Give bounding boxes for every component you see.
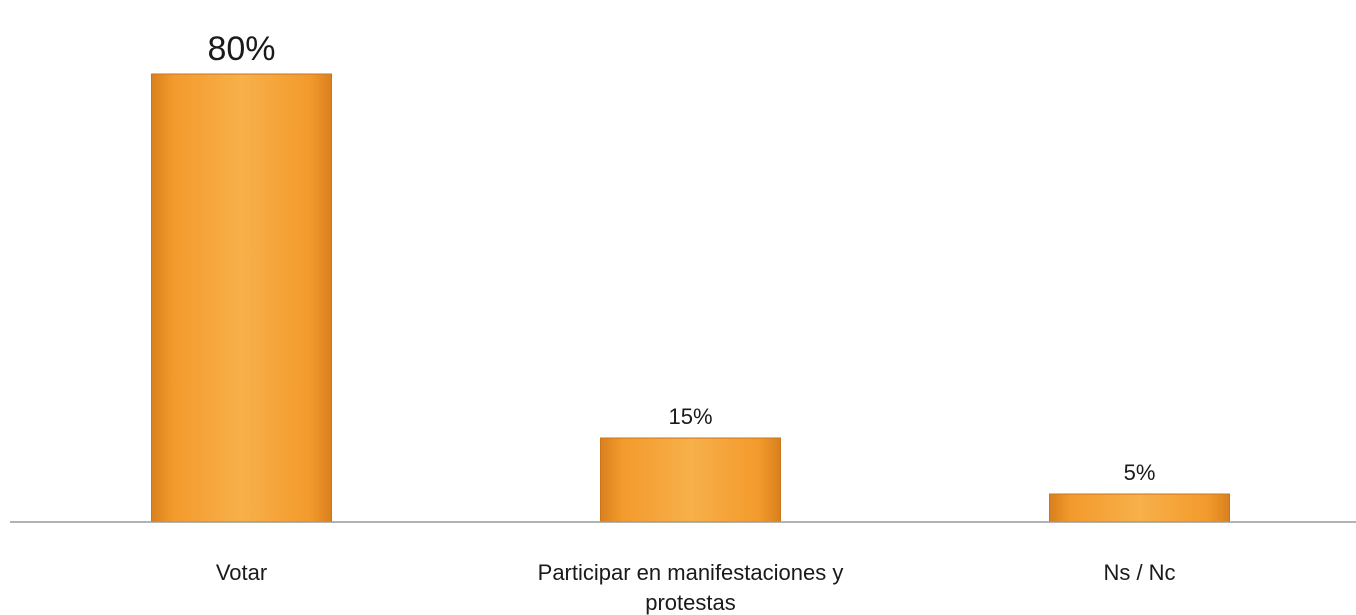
data-label-2: 15% [668,404,712,429]
category-labels-layer: Votar Participar en manifestaciones y prot… [216,560,1176,615]
category-label-line: protestas [645,590,736,615]
bars-layer [151,73,1230,523]
data-label-3: 5% [1124,460,1156,485]
data-label-1: 80% [207,30,275,68]
bar-2 [600,437,781,523]
category-label-line: Ns / Nc [1103,560,1175,585]
bar-3 [1049,493,1230,523]
bar-1 [151,73,332,523]
category-label-1: Votar [216,560,267,585]
category-label-line: Participar en manifestaciones y [538,560,844,585]
data-labels-layer: 80% 15% 5% [207,30,1155,485]
category-label-2: Participar en manifestaciones y protestas [538,560,844,615]
category-label-line: Votar [216,560,267,585]
category-label-3: Ns / Nc [1103,560,1175,585]
